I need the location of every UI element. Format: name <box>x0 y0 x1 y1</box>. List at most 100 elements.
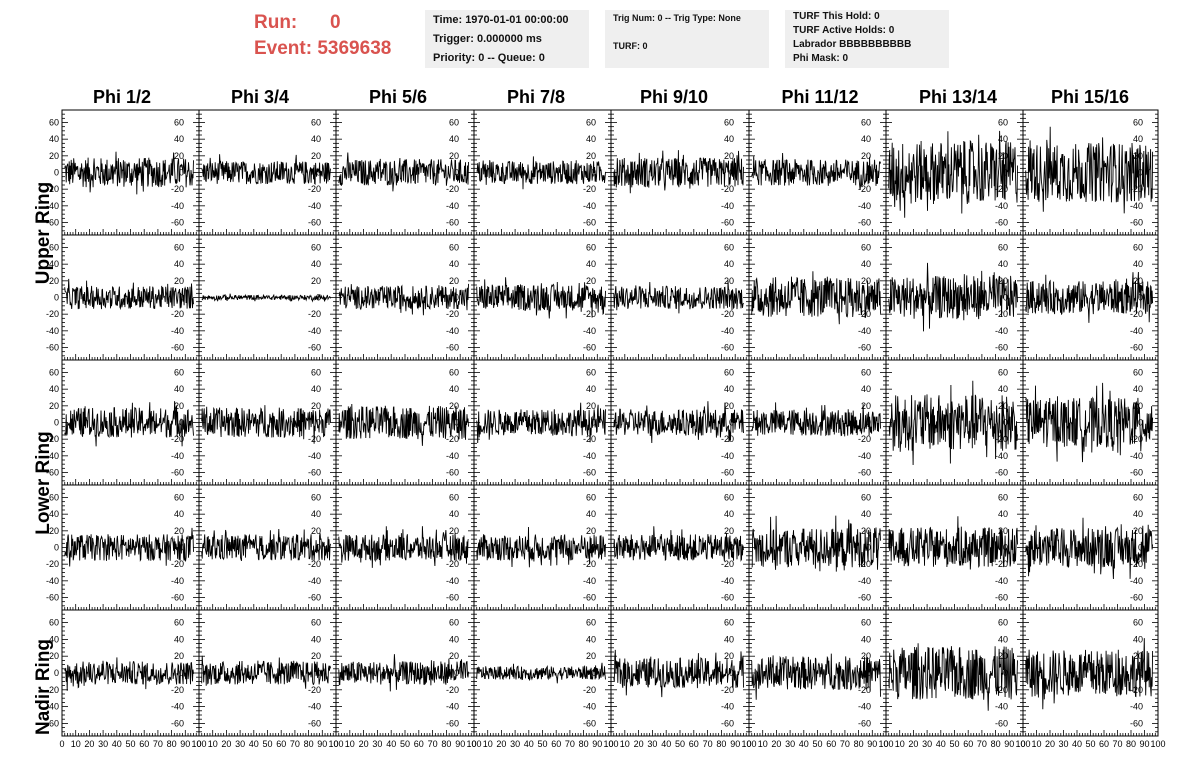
y-tick-label-right: 60 <box>998 618 1008 628</box>
x-tick-label: 30 <box>785 739 795 749</box>
y-tick-label-left: 40 <box>49 259 59 269</box>
x-tick-label: 40 <box>799 739 809 749</box>
y-tick-label-right: 60 <box>998 368 1008 378</box>
y-tick-label-left: -20 <box>46 184 59 194</box>
y-tick-label-right: -60 <box>1130 593 1143 603</box>
y-tick-label-left: -60 <box>46 593 59 603</box>
y-tick-label-right: 20 <box>449 651 459 661</box>
y-tick-label-right: 40 <box>998 634 1008 644</box>
x-tick-label: 40 <box>386 739 396 749</box>
y-tick-label-left: -40 <box>46 702 59 712</box>
y-tick-label-right: 20 <box>449 401 459 411</box>
x-tick-label: 50 <box>949 739 959 749</box>
y-tick-label-right: -40 <box>308 451 321 461</box>
y-tick-label-left: 60 <box>49 368 59 378</box>
y-tick-label-right: -20 <box>308 685 321 695</box>
y-tick-label-right: 40 <box>449 634 459 644</box>
y-tick-label-right: -40 <box>721 326 734 336</box>
y-tick-label-right: -60 <box>995 718 1008 728</box>
y-tick-label-right: 20 <box>998 276 1008 286</box>
y-tick-label-right: 40 <box>861 134 871 144</box>
waveform-trace <box>476 277 606 319</box>
y-tick-label-right: 60 <box>1133 243 1143 253</box>
y-tick-label-right: 60 <box>724 618 734 628</box>
y-tick-label-right: 20 <box>174 276 184 286</box>
y-tick-label-right: -20 <box>995 559 1008 569</box>
y-tick-label-right: -60 <box>446 343 459 353</box>
waveform-trace <box>201 293 331 303</box>
y-tick-label-right: 40 <box>174 634 184 644</box>
y-tick-label-left: 60 <box>49 118 59 128</box>
y-tick-label-right: -20 <box>583 685 596 695</box>
y-tick-label-left: 60 <box>49 243 59 253</box>
x-tick-label: 90 <box>317 739 327 749</box>
x-tick-label: 90 <box>867 739 877 749</box>
x-tick-label: 0 <box>59 739 64 749</box>
waveform-panel-r1-c2: 60 40 20 0 -20 -40 -60 <box>198 109 337 236</box>
y-tick-label-right: -40 <box>308 326 321 336</box>
x-tick-label: 80 <box>167 739 177 749</box>
y-tick-label-right: 60 <box>998 118 1008 128</box>
y-tick-label-right: -40 <box>583 576 596 586</box>
y-tick-label-right: 60 <box>174 243 184 253</box>
x-tick-label: 70 <box>153 739 163 749</box>
y-tick-label-right: -40 <box>171 702 184 712</box>
x-tick-label: 30 <box>647 739 657 749</box>
time-info-panel: Time: 1970-01-01 00:00:00 Trigger: 0.000… <box>425 10 589 68</box>
y-tick-label-right: -20 <box>446 184 459 194</box>
y-tick-label-right: -40 <box>995 201 1008 211</box>
y-tick-label-right: 40 <box>586 384 596 394</box>
y-tick-label-right: 60 <box>1133 118 1143 128</box>
y-tick-label-right: -40 <box>583 201 596 211</box>
waveform-trace <box>338 654 469 692</box>
y-tick-label-right: -40 <box>858 201 871 211</box>
run-info: Run: 0 Event: 5369638 <box>254 10 391 62</box>
y-tick-label-right: -40 <box>995 576 1008 586</box>
y-tick-label-left: 0 <box>54 293 59 303</box>
waveform-panel-r4-c2: 60 40 20 0 -20 -40 -60 <box>198 484 337 611</box>
y-tick-label-right: -20 <box>171 685 184 695</box>
y-tick-label-right: 40 <box>174 134 184 144</box>
turf-active-holds-text: TURF Active Holds: 0 <box>793 25 895 36</box>
x-tick-label: 90 <box>1004 739 1014 749</box>
y-tick-label-right: -40 <box>446 326 459 336</box>
y-tick-label-right: 20 <box>174 151 184 161</box>
waveform-trace <box>64 151 194 195</box>
y-tick-label-left: 20 <box>49 651 59 661</box>
x-tick-label: 10 <box>71 739 81 749</box>
x-tick-label: 0 <box>333 739 338 749</box>
y-tick-label-right: -60 <box>446 593 459 603</box>
y-tick-label-left: -60 <box>46 468 59 478</box>
waveform-trace <box>201 528 331 561</box>
y-tick-label-right: 20 <box>861 276 871 286</box>
y-tick-label-right: 20 <box>311 651 321 661</box>
y-tick-label-right: 20 <box>586 276 596 286</box>
y-tick-label-right: 40 <box>586 634 596 644</box>
y-tick-label-right: 60 <box>1133 368 1143 378</box>
y-tick-label-right: 20 <box>861 526 871 536</box>
x-tick-label: 100 <box>741 739 756 749</box>
y-tick-label-right: 20 <box>449 151 459 161</box>
y-tick-label-right: -40 <box>583 451 596 461</box>
y-tick-label-right: -60 <box>995 468 1008 478</box>
phi-header-8: Phi 15/16 <box>1050 87 1130 107</box>
waveform-panel-r1-c3: 60 40 20 0 -20 -40 -60 <box>335 109 475 236</box>
run-value: 0 <box>330 12 341 33</box>
waveform-trace <box>64 401 194 447</box>
y-tick-label-right: 20 <box>861 651 871 661</box>
y-tick-label-right: 20 <box>724 151 734 161</box>
y-tick-label-right: -20 <box>721 685 734 695</box>
y-tick-label-right: -20 <box>1130 685 1143 695</box>
x-tick-label: 100 <box>328 739 343 749</box>
y-tick-label-right: 40 <box>311 509 321 519</box>
y-tick-label-right: 60 <box>311 618 321 628</box>
y-tick-label-right: -60 <box>446 718 459 728</box>
y-tick-label-right: -20 <box>171 559 184 569</box>
x-tick-label: 60 <box>139 739 149 749</box>
x-tick-label: 30 <box>98 739 108 749</box>
